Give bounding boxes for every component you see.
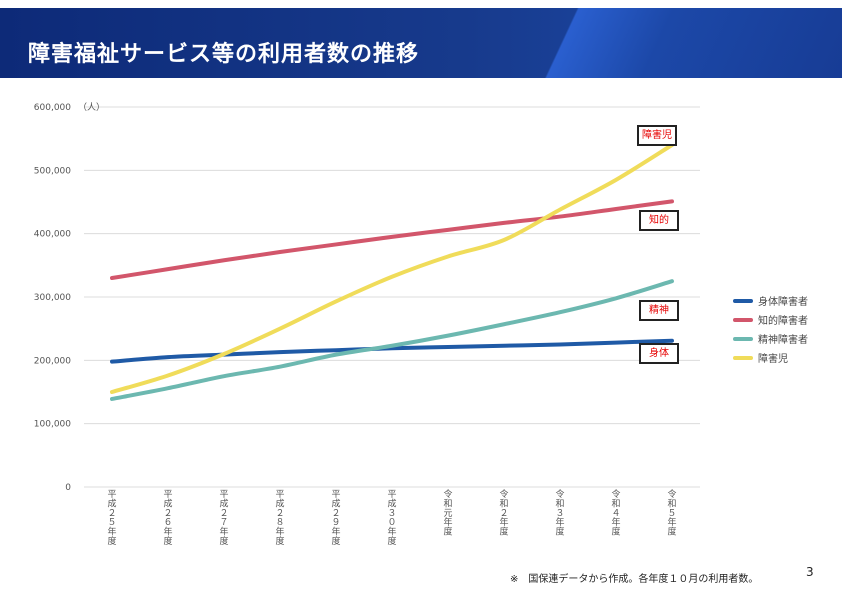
y-tick-label: 500,000 (34, 166, 71, 176)
legend-label: 身体障害者 (758, 297, 808, 308)
legend-swatch (733, 317, 753, 322)
x-tick-label: 令和２年度 (499, 488, 508, 538)
x-tick-label: 平成２６年度 (163, 489, 172, 547)
callout-mental: 精神 (639, 300, 679, 321)
x-tick-label: 平成３０年度 (387, 489, 396, 547)
legend-swatch (733, 298, 753, 303)
x-tick-label: 平成２５年度 (107, 489, 116, 547)
y-unit-label: （人） (78, 102, 105, 113)
callout-disabled-children: 障害児 (637, 125, 677, 146)
callout-intellectual: 知的 (639, 210, 679, 231)
y-tick-label: 0 (65, 483, 71, 493)
x-tick-label: 令和元年度 (443, 488, 452, 538)
legend-swatch (733, 355, 753, 360)
x-tick-label: 平成２７年度 (219, 489, 228, 547)
series-line (110, 143, 674, 394)
header-decoration (512, 8, 842, 78)
series-line (110, 279, 674, 401)
chart-legend: 身体障害者知的障害者精神障害者障害児 (733, 291, 808, 367)
x-tick-label: 平成２８年度 (275, 489, 284, 547)
y-tick-label: 100,000 (34, 420, 71, 430)
y-tick-label: 200,000 (34, 356, 71, 366)
legend-label: 知的障害者 (758, 316, 808, 327)
series-line (110, 338, 674, 364)
x-tick-label: 令和３年度 (555, 488, 564, 538)
y-tick-label: 600,000 (34, 103, 71, 113)
footnote: ※ 国保連データから作成。各年度１０月の利用者数。 (510, 574, 759, 585)
slide-header: 障害福祉サービス等の利用者数の推移 (0, 8, 842, 78)
slide-title: 障害福祉サービス等の利用者数の推移 (28, 42, 420, 67)
page-number: 3 (806, 565, 814, 579)
legend-item: 知的障害者 (733, 310, 808, 329)
x-tick-label: 令和４年度 (611, 488, 620, 538)
legend-item: 精神障害者 (733, 329, 808, 348)
legend-item: 障害児 (733, 348, 808, 367)
legend-swatch (733, 336, 753, 341)
legend-label: 精神障害者 (758, 335, 808, 346)
y-tick-label: 300,000 (34, 293, 71, 303)
x-tick-label: 平成２９年度 (331, 489, 340, 547)
legend-label: 障害児 (758, 354, 788, 365)
series-line (110, 199, 674, 280)
x-tick-label: 令和５年度 (667, 488, 676, 538)
callout-physical: 身体 (639, 343, 679, 364)
legend-item: 身体障害者 (733, 291, 808, 310)
y-tick-label: 400,000 (34, 230, 71, 240)
